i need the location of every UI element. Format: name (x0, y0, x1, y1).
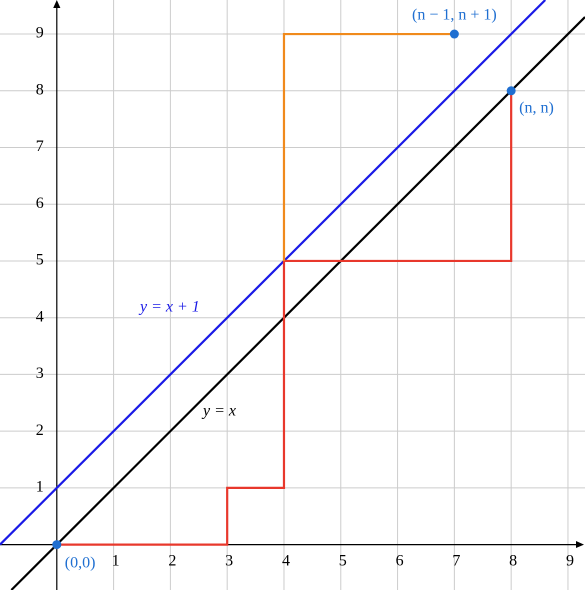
x-tick-label: 6 (396, 552, 404, 569)
point-label: (n − 1, n + 1) (412, 7, 497, 24)
x-tick-label: 5 (339, 552, 347, 569)
x-tick-label: 8 (509, 552, 517, 569)
x-axis-arrow (576, 541, 584, 548)
x-tick-label: 9 (566, 552, 574, 569)
x-tick-label: 3 (225, 552, 233, 569)
line-label: y = x + 1 (138, 299, 200, 316)
series-line (10, 16, 585, 590)
y-tick-label: 5 (36, 252, 44, 269)
x-tick-label: 4 (282, 552, 290, 569)
y-tick-label: 4 (36, 308, 44, 325)
labels: 1 2 3 4 5 6 7 8 9 1 2 3 4 5 6 7 8 9 y = x y = x + 1 (0,0) (n,… (36, 7, 574, 572)
line-label: y = x (201, 403, 236, 420)
x-tick-label: 2 (168, 552, 176, 569)
y-tick-label: 8 (36, 81, 44, 98)
series-line (282, 32, 455, 261)
point (506, 86, 516, 96)
y-tick-label: 1 (36, 479, 44, 496)
series-line (0, 0, 547, 546)
point (52, 540, 62, 550)
y-tick-label: 3 (36, 365, 44, 382)
x-tick-label: 1 (112, 552, 120, 569)
point (449, 29, 459, 39)
y-tick-label: 9 (36, 25, 44, 42)
point-label: (0,0) (65, 554, 96, 571)
series-line (56, 90, 513, 546)
y-tick-label: 7 (36, 138, 44, 155)
x-tick-label: 7 (452, 552, 460, 569)
y-tick-label: 2 (36, 422, 44, 439)
y-tick-label: 6 (36, 195, 44, 212)
y-axis-arrow (53, 0, 61, 8)
point-label: (n, n) (519, 99, 554, 116)
